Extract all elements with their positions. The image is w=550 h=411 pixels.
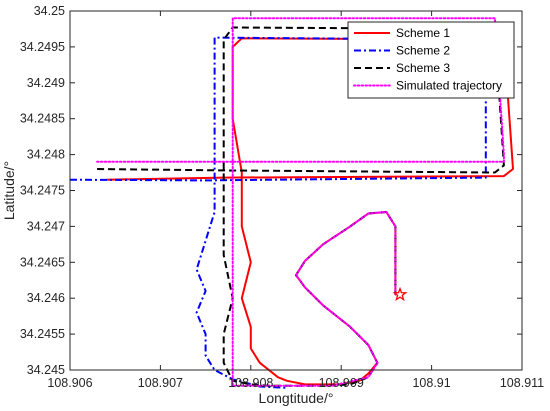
series-line-3 bbox=[97, 26, 505, 387]
y-tick-label: 34.249 bbox=[27, 76, 65, 90]
y-tick-label: 34.2485 bbox=[20, 112, 65, 126]
plot-series bbox=[69, 17, 514, 389]
y-tick-label: 34.246 bbox=[27, 291, 65, 305]
y-tick-label: 34.248 bbox=[27, 148, 65, 162]
legend-label-1: Scheme 1 bbox=[396, 26, 450, 40]
y-tick-label: 34.25 bbox=[34, 4, 65, 18]
x-tick-label: 108.909 bbox=[319, 376, 364, 390]
y-axis-ticks: 34.245 34.2455 34.246 34.2465 34.247 34.2475 3… bbox=[20, 4, 522, 377]
x-axis-label: Longtitude/° bbox=[259, 390, 334, 406]
x-tick-label: 108.906 bbox=[47, 376, 92, 390]
y-tick-label: 34.2475 bbox=[20, 184, 65, 198]
y-tick-label: 34.2495 bbox=[20, 40, 65, 54]
x-tick-label: 108.91 bbox=[412, 376, 450, 390]
start-point-star-marker bbox=[392, 286, 408, 302]
y-tick-label: 34.245 bbox=[27, 363, 65, 377]
legend: Scheme 1 Scheme 2 Scheme 3 Simulated trajec… bbox=[347, 21, 515, 99]
legend-label-4: Simulated trajectory bbox=[396, 79, 502, 93]
y-axis-label: Latitude/° bbox=[1, 161, 17, 220]
y-tick-label: 34.2455 bbox=[20, 327, 65, 341]
legend-label-2: Scheme 2 bbox=[396, 44, 450, 58]
legend-box bbox=[347, 21, 515, 99]
x-tick-label: 108.911 bbox=[500, 376, 544, 390]
y-tick-label: 34.247 bbox=[27, 219, 65, 233]
series-line-4 bbox=[96, 17, 505, 387]
y-tick-label: 34.2465 bbox=[20, 255, 65, 269]
series-line-2 bbox=[69, 36, 487, 389]
x-axis-ticks: 108.906 108.907 108.908 108.909 108.91 108.91… bbox=[47, 11, 544, 390]
legend-label-3: Scheme 3 bbox=[396, 61, 450, 75]
x-tick-label: 108.908 bbox=[228, 376, 273, 390]
x-tick-label: 108.907 bbox=[138, 376, 183, 390]
